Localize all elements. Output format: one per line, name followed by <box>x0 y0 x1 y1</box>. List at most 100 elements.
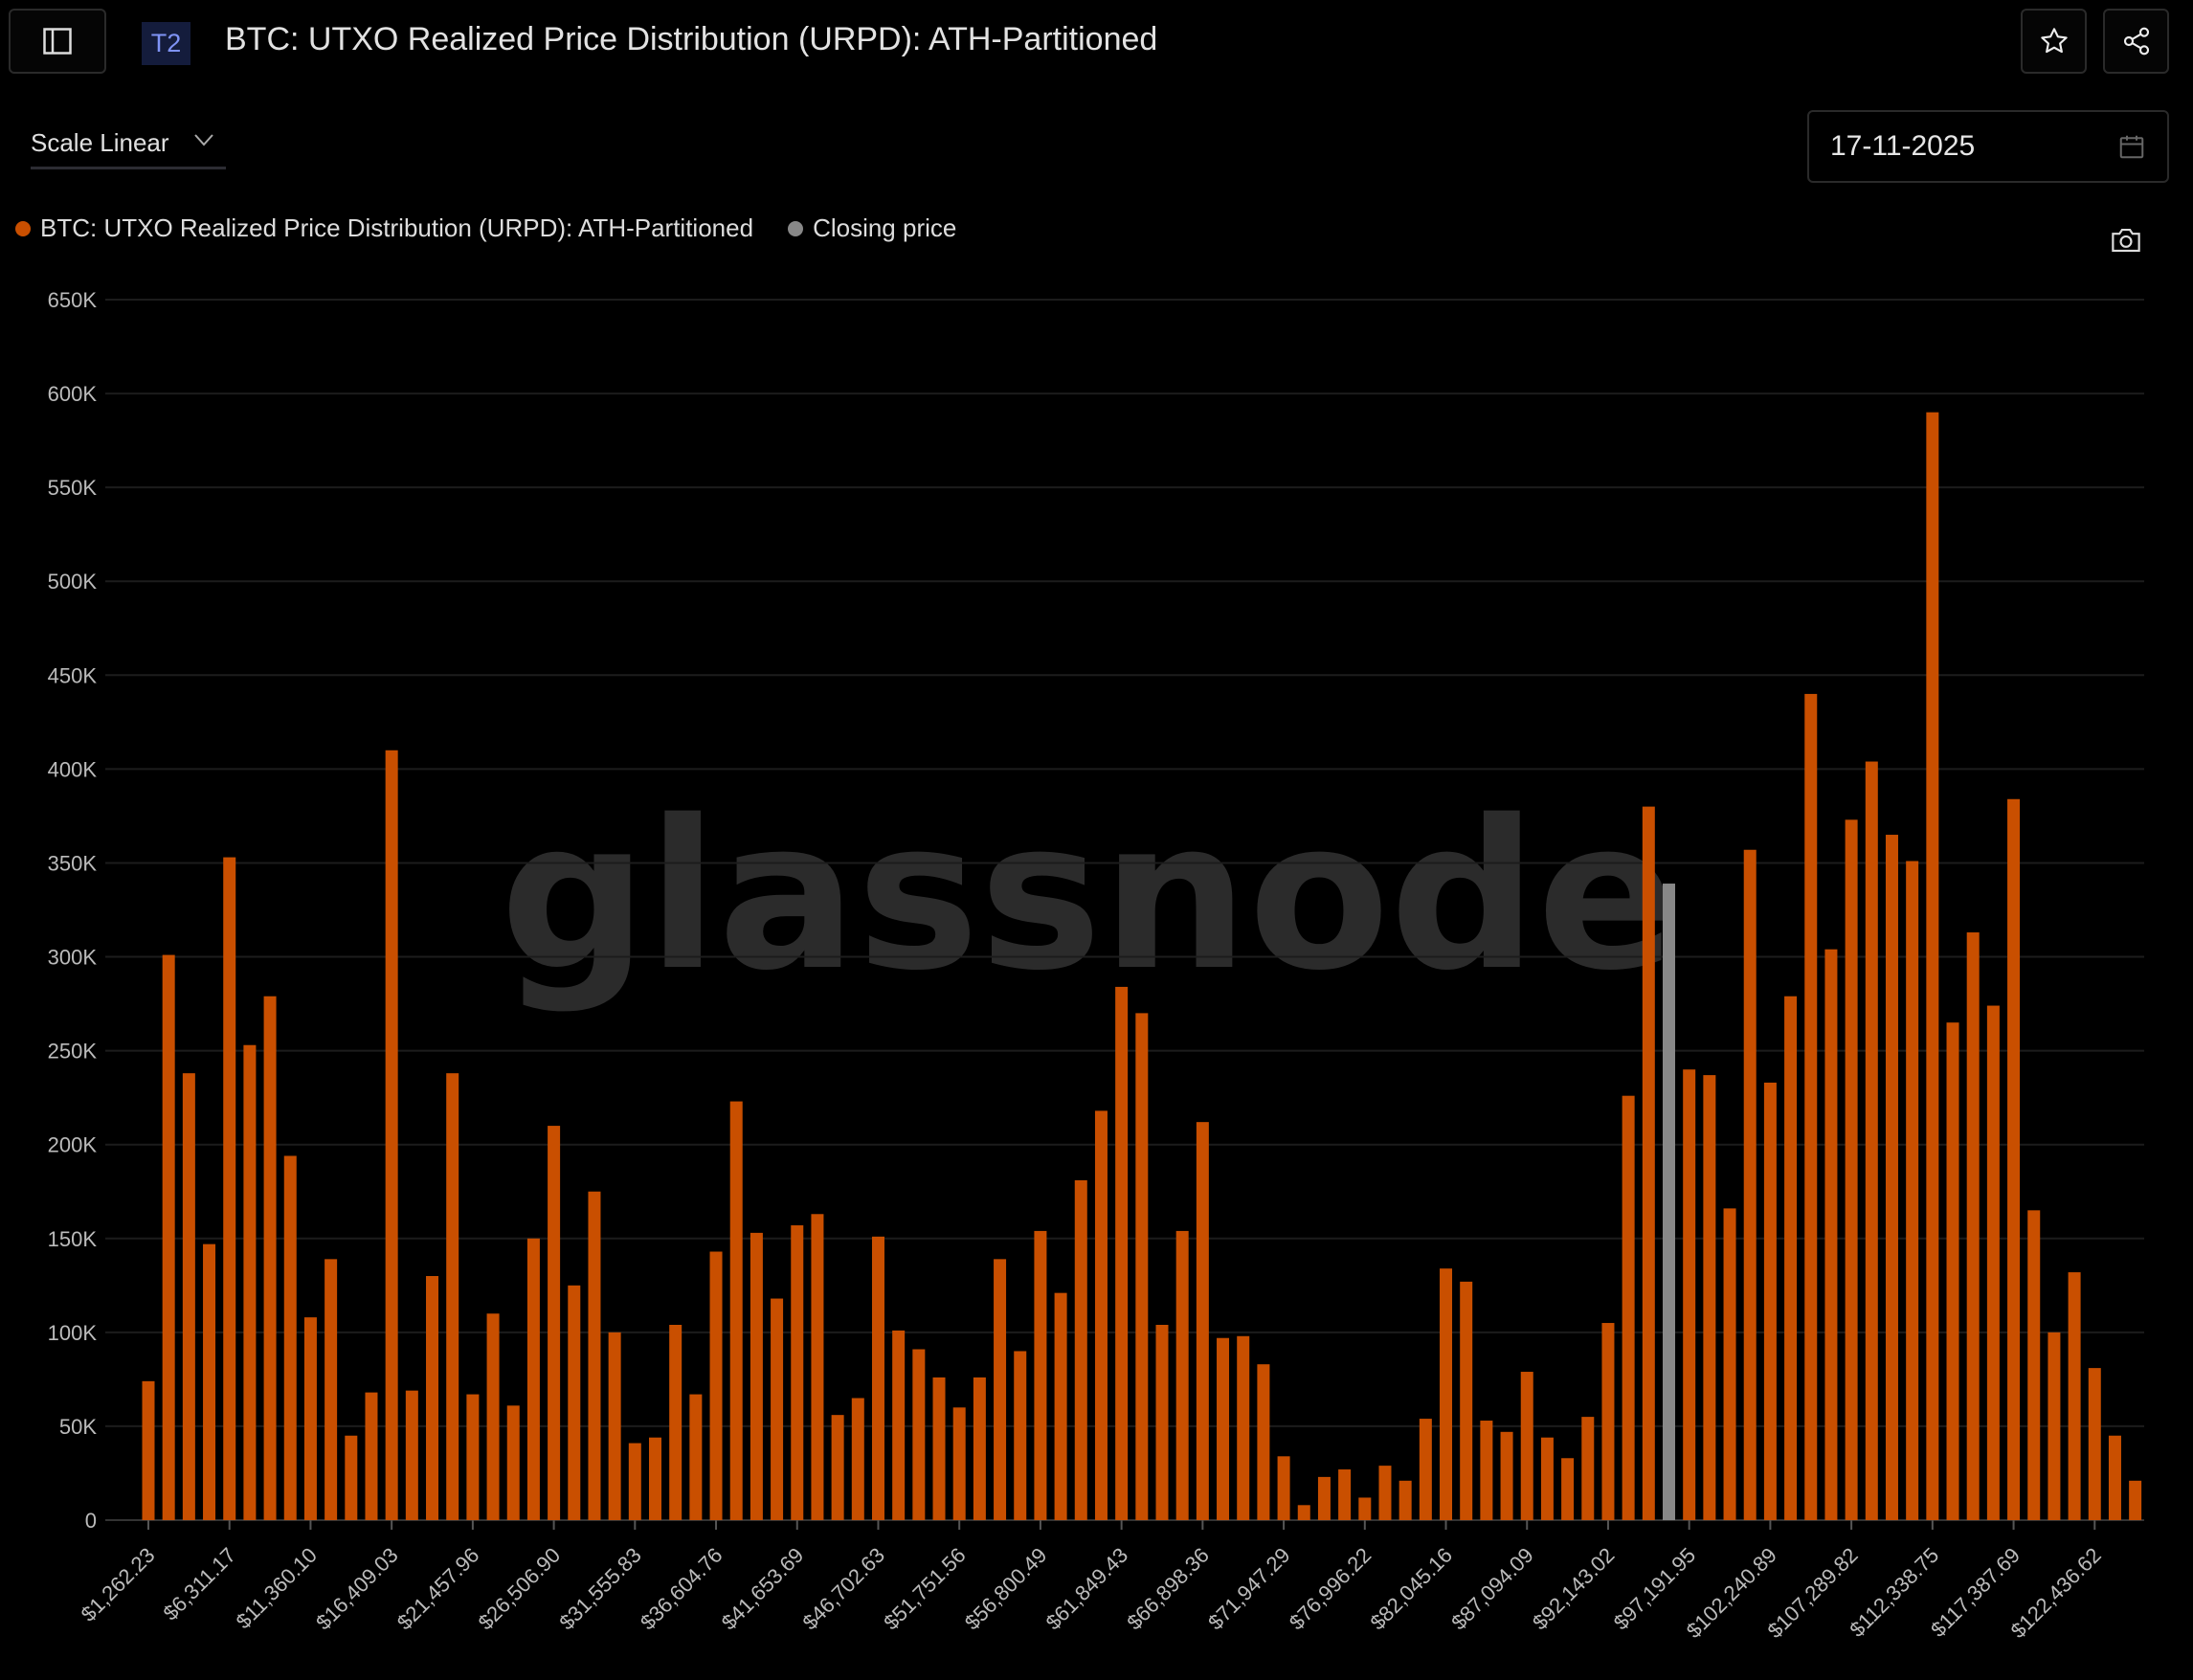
urpd-bar[interactable] <box>243 1044 257 1520</box>
urpd-bar[interactable] <box>324 1259 338 1520</box>
urpd-bar[interactable] <box>1297 1505 1310 1520</box>
urpd-bar[interactable] <box>1277 1456 1290 1520</box>
urpd-bar[interactable] <box>588 1191 601 1520</box>
urpd-bar[interactable] <box>548 1126 561 1520</box>
urpd-bar[interactable] <box>689 1394 703 1520</box>
urpd-bar[interactable] <box>1196 1122 1209 1520</box>
urpd-bar[interactable] <box>952 1407 966 1520</box>
urpd-bar[interactable] <box>1317 1476 1331 1520</box>
closing-price-bar[interactable] <box>1663 884 1675 1520</box>
urpd-bar[interactable] <box>1966 932 1980 1520</box>
urpd-bar[interactable] <box>649 1437 661 1520</box>
urpd-bar[interactable] <box>2129 1480 2142 1520</box>
urpd-bar[interactable] <box>2088 1368 2101 1520</box>
urpd-bar[interactable] <box>1601 1323 1615 1520</box>
urpd-bar[interactable] <box>1480 1421 1493 1520</box>
urpd-bar[interactable] <box>162 954 175 1520</box>
urpd-bar[interactable] <box>1642 806 1655 1520</box>
urpd-bar[interactable] <box>1378 1466 1392 1520</box>
urpd-bar[interactable] <box>750 1232 763 1520</box>
urpd-bar[interactable] <box>1763 1082 1777 1520</box>
urpd-bar[interactable] <box>345 1435 358 1520</box>
urpd-bar[interactable] <box>1399 1480 1412 1520</box>
urpd-bar[interactable] <box>1014 1351 1027 1520</box>
urpd-bar[interactable] <box>851 1398 864 1521</box>
urpd-bar[interactable] <box>506 1405 520 1520</box>
urpd-bar[interactable] <box>1237 1335 1250 1520</box>
urpd-bar[interactable] <box>1804 693 1818 1520</box>
screenshot-button[interactable] <box>2110 226 2142 259</box>
urpd-bar[interactable] <box>466 1394 480 1520</box>
urpd-bar[interactable] <box>203 1243 216 1520</box>
urpd-bar[interactable] <box>1358 1497 1372 1520</box>
urpd-bar[interactable] <box>1155 1325 1169 1520</box>
urpd-bar[interactable] <box>1703 1075 1716 1520</box>
urpd-bar[interactable] <box>1743 849 1757 1520</box>
urpd-bar[interactable] <box>1460 1281 1473 1520</box>
urpd-bar[interactable] <box>1946 1022 1959 1520</box>
urpd-bar[interactable] <box>2007 798 2021 1520</box>
urpd-bar[interactable] <box>628 1443 641 1520</box>
urpd-bar[interactable] <box>1175 1230 1189 1520</box>
urpd-bar[interactable] <box>1338 1469 1352 1520</box>
urpd-bar[interactable] <box>486 1313 500 1520</box>
scale-dropdown[interactable]: Scale Linear <box>31 128 226 169</box>
urpd-bar[interactable] <box>446 1073 459 1520</box>
urpd-bar[interactable] <box>994 1259 1007 1520</box>
urpd-bar[interactable] <box>365 1392 378 1520</box>
favorite-button[interactable] <box>2021 9 2087 74</box>
urpd-bar[interactable] <box>1986 1005 2000 1520</box>
urpd-bar[interactable] <box>771 1298 784 1520</box>
urpd-bar[interactable] <box>932 1377 946 1520</box>
urpd-bar[interactable] <box>1257 1364 1270 1520</box>
urpd-bar[interactable] <box>223 857 236 1520</box>
urpd-bar[interactable] <box>729 1101 743 1520</box>
urpd-bar[interactable] <box>1683 1069 1696 1520</box>
urpd-bar[interactable] <box>303 1317 317 1520</box>
urpd-bar[interactable] <box>871 1236 884 1520</box>
urpd-bar[interactable] <box>912 1349 926 1521</box>
urpd-bar[interactable] <box>973 1377 986 1520</box>
urpd-bar[interactable] <box>405 1390 418 1520</box>
urpd-bar[interactable] <box>669 1325 683 1520</box>
urpd-bar[interactable] <box>1581 1417 1595 1520</box>
urpd-bar[interactable] <box>1885 835 1898 1520</box>
urpd-bar[interactable] <box>1054 1292 1067 1520</box>
sidebar-toggle-button[interactable] <box>9 9 106 74</box>
legend-item-closing-price[interactable]: Closing price <box>788 213 956 243</box>
urpd-bar[interactable] <box>1561 1458 1575 1520</box>
urpd-bar[interactable] <box>1094 1110 1108 1520</box>
urpd-bar[interactable] <box>831 1415 844 1520</box>
urpd-bar[interactable] <box>142 1380 155 1520</box>
urpd-bar[interactable] <box>1865 761 1878 1520</box>
legend-item-urpd[interactable]: BTC: UTXO Realized Price Distribution (U… <box>15 213 753 243</box>
urpd-bar[interactable] <box>1135 1013 1149 1520</box>
urpd-bar[interactable] <box>1723 1208 1736 1520</box>
urpd-bar[interactable] <box>2027 1210 2041 1520</box>
urpd-bar[interactable] <box>892 1330 906 1520</box>
urpd-bar[interactable] <box>1926 412 1939 1520</box>
urpd-bar[interactable] <box>608 1332 621 1520</box>
urpd-bar[interactable] <box>2068 1272 2081 1520</box>
urpd-bar[interactable] <box>263 996 277 1520</box>
urpd-bar[interactable] <box>1500 1431 1513 1520</box>
urpd-bar[interactable] <box>2048 1332 2061 1520</box>
urpd-bar[interactable] <box>385 750 398 1520</box>
urpd-bar[interactable] <box>1845 819 1858 1520</box>
urpd-bar[interactable] <box>1034 1230 1047 1520</box>
date-picker[interactable]: 17-11-2025 <box>1807 110 2169 183</box>
urpd-bar[interactable] <box>182 1073 195 1520</box>
urpd-bar[interactable] <box>1906 861 1919 1521</box>
share-button[interactable] <box>2103 9 2169 74</box>
urpd-bar[interactable] <box>426 1276 439 1520</box>
urpd-bar[interactable] <box>1440 1268 1453 1520</box>
urpd-bar[interactable] <box>1540 1437 1554 1520</box>
urpd-bar[interactable] <box>791 1225 804 1520</box>
urpd-bar[interactable] <box>1115 986 1129 1520</box>
urpd-bar[interactable] <box>1824 949 1838 1520</box>
urpd-bar[interactable] <box>1074 1179 1087 1520</box>
urpd-bar[interactable] <box>1784 996 1798 1520</box>
urpd-bar[interactable] <box>1520 1372 1533 1520</box>
urpd-bar[interactable] <box>811 1214 824 1520</box>
urpd-bar[interactable] <box>2108 1435 2121 1520</box>
